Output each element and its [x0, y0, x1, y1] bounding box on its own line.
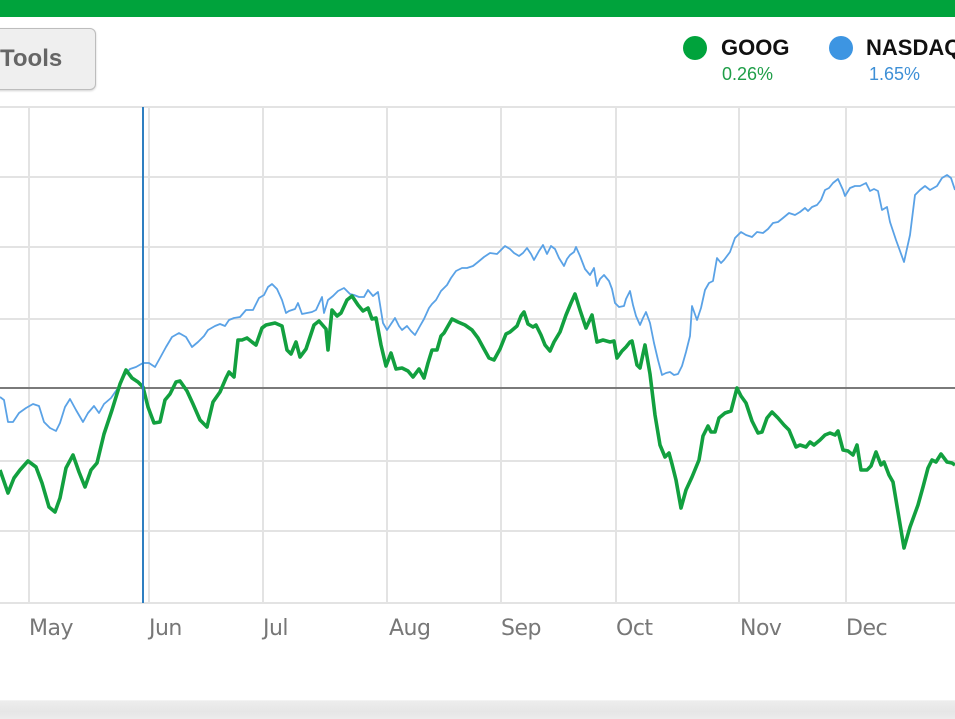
legend-change: 0.26%: [722, 64, 774, 84]
x-tick-label-jul: Jul: [263, 616, 289, 641]
footer-bar: [0, 700, 955, 719]
x-tick-label-aug: Aug: [389, 616, 431, 641]
x-tick-label-may: May: [29, 616, 73, 641]
legend-name: NASDAQ: [866, 35, 955, 60]
x-tick-label-dec: Dec: [846, 616, 888, 641]
chart-legend: GOOG 0.26% NASDAQ 1.65%: [0, 34, 955, 94]
chart-grid: [0, 106, 955, 604]
legend-name: GOOG: [721, 35, 790, 60]
header-accent-bar: [0, 0, 955, 17]
goog-color-dot-icon: [683, 36, 707, 60]
tools-button-label: Tools: [0, 45, 63, 72]
nasdaq-line: [0, 174, 955, 432]
legend-change: 1.65%: [869, 64, 921, 84]
tools-button[interactable]: Tools: [0, 28, 96, 90]
x-tick-label-oct: Oct: [616, 616, 653, 641]
nasdaq-color-dot-icon: [829, 36, 853, 60]
goog-line: [0, 292, 955, 550]
x-tick-label-jun: Jun: [149, 616, 182, 641]
x-tick-label-nov: Nov: [740, 616, 782, 641]
x-tick-label-sep: Sep: [501, 616, 541, 641]
